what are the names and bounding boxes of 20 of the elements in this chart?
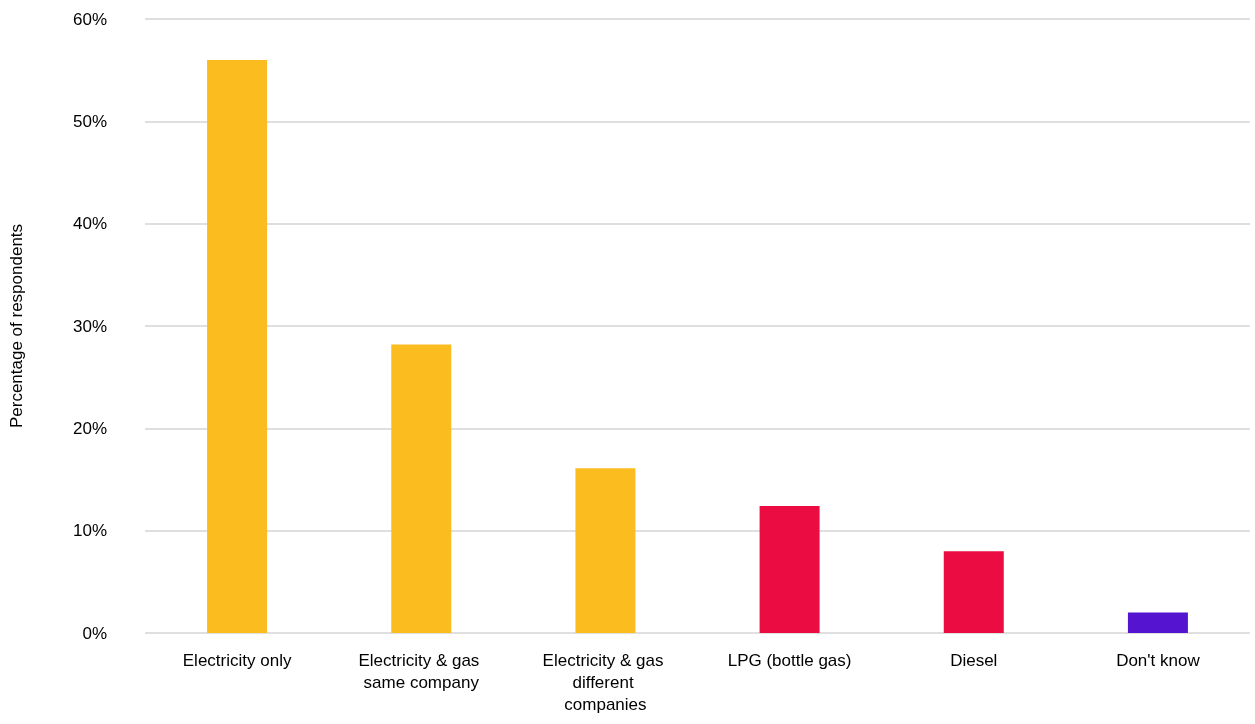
y-tick-label: 30% <box>72 316 107 336</box>
y-tick-label: 40% <box>72 214 107 234</box>
y-tick-label: 60% <box>72 9 107 29</box>
x-tick-label: Electricity only <box>182 650 292 670</box>
y-tick-label: 10% <box>72 521 107 541</box>
y-tick-label: 0% <box>82 623 107 643</box>
x-tick-label: Electricity & gas same company <box>358 650 485 692</box>
bar <box>1127 612 1188 633</box>
bar <box>207 59 268 633</box>
y-tick-label: 20% <box>72 418 107 438</box>
x-tick-label: Electricity & gas different companies <box>542 650 669 714</box>
bar <box>943 551 1004 633</box>
x-tick-label: Don't know <box>1116 650 1201 670</box>
bar <box>759 506 820 633</box>
y-tick-label: 50% <box>72 111 107 131</box>
bar <box>575 468 636 633</box>
bar <box>391 344 452 633</box>
x-tick-label: LPG (bottle gas) <box>727 650 852 670</box>
x-tick-label: Diesel <box>950 650 998 670</box>
y-axis-title: Percentage of respondents <box>7 223 26 429</box>
